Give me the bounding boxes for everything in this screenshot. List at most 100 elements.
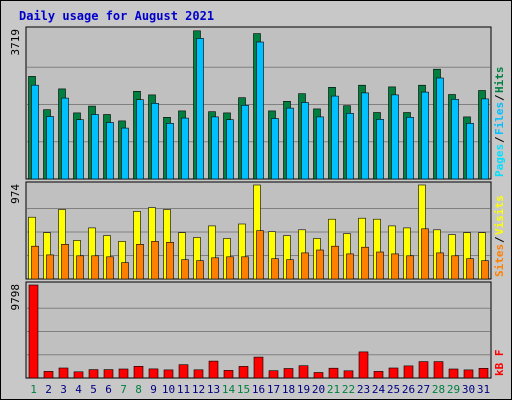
bar-kb-f-day-24	[373, 371, 384, 379]
bar-sites-day-20	[316, 249, 324, 280]
bar-sites-day-17	[271, 258, 279, 280]
bar-kb-f-day-23	[358, 351, 369, 379]
bar-sites-day-30	[466, 258, 474, 280]
chart-title: Daily usage for August 2021	[19, 9, 214, 23]
day-label-7: 7	[120, 383, 127, 396]
bar-kb-f-day-28	[433, 361, 444, 379]
bar-files-day-26	[406, 117, 414, 180]
bar-sites-day-31	[481, 260, 489, 280]
bar-files-day-21	[331, 95, 339, 180]
bar-files-day-7	[121, 127, 129, 180]
legend-hits: Hits	[493, 67, 506, 94]
bar-sites-day-22	[346, 253, 354, 280]
bar-sites-day-9	[151, 241, 159, 280]
day-label-2: 2	[45, 383, 52, 396]
day-label-3: 3	[60, 383, 67, 396]
bar-kb-f-day-29	[448, 368, 459, 379]
bar-kb-f-day-14	[223, 370, 234, 379]
bar-sites-day-13	[211, 257, 219, 280]
bar-kb-f-day-17	[268, 370, 279, 379]
bar-files-day-14	[226, 119, 234, 180]
bar-kb-f-day-12	[193, 369, 204, 379]
bar-files-day-6	[106, 122, 114, 180]
day-label-14: 14	[222, 383, 236, 396]
day-label-13: 13	[207, 383, 220, 396]
bar-kb-f-day-8	[133, 365, 144, 379]
day-label-15: 15	[237, 383, 250, 396]
bar-kb-f-day-1	[28, 284, 39, 379]
day-label-5: 5	[90, 383, 97, 396]
bar-files-day-29	[451, 99, 459, 180]
bar-sites-day-23	[361, 246, 369, 280]
bar-sites-day-8	[136, 244, 144, 280]
legend-separator: /	[493, 94, 506, 101]
bar-sites-day-21	[331, 245, 339, 280]
bar-kb-f-day-9	[148, 368, 159, 379]
bar-sites-day-27	[421, 228, 429, 280]
bar-kb-f-day-16	[253, 356, 264, 379]
bar-files-day-28	[436, 77, 444, 180]
bar-sites-day-12	[196, 260, 204, 280]
bar-sites-day-5	[91, 255, 99, 280]
bar-files-day-31	[481, 98, 489, 180]
bar-sites-day-26	[406, 255, 414, 280]
day-label-9: 9	[150, 383, 157, 396]
bar-files-day-25	[391, 94, 399, 180]
bar-files-day-23	[361, 92, 369, 180]
bar-kb-f-day-13	[208, 360, 219, 379]
bar-files-day-12	[196, 38, 204, 180]
day-label-20: 20	[312, 383, 325, 396]
bar-kb-f-day-21	[328, 367, 339, 379]
day-label-12: 12	[192, 383, 205, 396]
bar-sites-day-25	[391, 253, 399, 280]
bar-sites-day-19	[301, 252, 309, 280]
bar-kb-f-day-19	[298, 365, 309, 379]
day-label-22: 22	[342, 383, 355, 396]
legend-kb-f: kB F	[493, 350, 506, 377]
bar-files-day-16	[256, 41, 264, 180]
bar-files-day-2	[46, 116, 54, 180]
bar-kb-f-day-7	[118, 368, 129, 379]
bar-files-day-24	[376, 119, 384, 180]
day-label-1: 1	[30, 383, 37, 396]
bar-kb-f-day-31	[478, 367, 489, 379]
bar-sites-day-28	[436, 252, 444, 280]
day-label-27: 27	[417, 383, 430, 396]
bar-sites-day-18	[286, 259, 294, 280]
bar-sites-day-11	[181, 259, 189, 280]
bar-sites-day-24	[376, 251, 384, 280]
day-label-30: 30	[462, 383, 475, 396]
day-label-8: 8	[135, 383, 142, 396]
bar-sites-day-15	[241, 256, 249, 280]
bar-sites-day-16	[256, 230, 264, 280]
bar-files-day-15	[241, 105, 249, 180]
day-label-16: 16	[252, 383, 265, 396]
bar-sites-day-10	[166, 242, 174, 280]
bar-kb-f-day-30	[463, 369, 474, 379]
bar-kb-f-day-27	[418, 361, 429, 379]
day-label-11: 11	[177, 383, 190, 396]
legend-visits: Visits	[493, 195, 506, 235]
bar-files-day-30	[466, 123, 474, 180]
bar-files-day-1	[31, 84, 39, 180]
bar-files-day-22	[346, 113, 354, 180]
day-label-19: 19	[297, 383, 310, 396]
bar-sites-day-6	[106, 256, 114, 280]
bar-files-day-20	[316, 116, 324, 180]
bar-sites-day-2	[46, 254, 54, 280]
bar-kb-f-day-22	[343, 370, 354, 379]
bar-sites-day-14	[226, 256, 234, 280]
bar-files-day-5	[91, 114, 99, 180]
bar-kb-f-day-4	[73, 371, 84, 379]
bar-kb-f-day-26	[403, 365, 414, 379]
day-label-21: 21	[327, 383, 340, 396]
day-label-24: 24	[372, 383, 386, 396]
bar-kb-f-day-3	[58, 367, 69, 379]
bar-kb-f-day-20	[313, 372, 324, 379]
day-label-23: 23	[357, 383, 370, 396]
bar-files-day-10	[166, 123, 174, 180]
legend-separator: /	[493, 236, 506, 243]
bar-kb-f-day-11	[178, 364, 189, 379]
bar-kb-f-day-25	[388, 367, 399, 379]
